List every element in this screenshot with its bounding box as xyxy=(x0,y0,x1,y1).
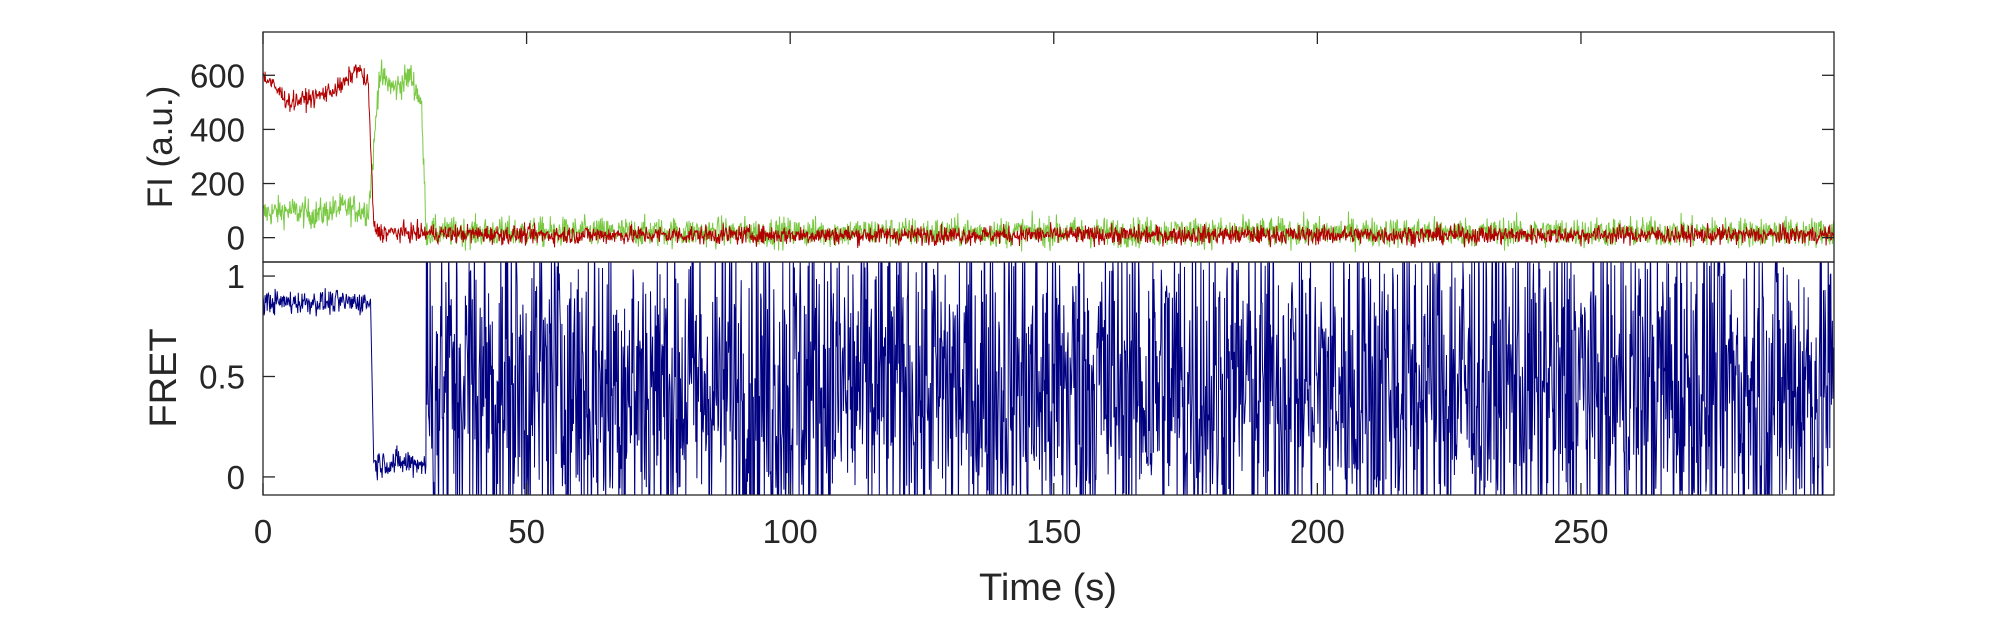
time-x-tick-label: 200 xyxy=(1290,513,1345,550)
fret-y-tick-label: 0.5 xyxy=(199,358,245,395)
time-x-tick-label: 250 xyxy=(1553,513,1608,550)
time-x-tick-label: 100 xyxy=(763,513,818,550)
fluorescence-y-tick-label: 600 xyxy=(190,57,245,94)
fret-panel: 00.51 0 50 100 150 200 250 FRET Time (s) xyxy=(143,32,1835,609)
fret-series-line xyxy=(263,262,1834,495)
fret-y-axis-label: FRET xyxy=(143,328,185,427)
fluorescence-y-tick-label: 0 xyxy=(227,220,245,257)
fluorescence-panel: 0 200 400 600 FI (a.u.) xyxy=(141,31,1835,263)
time-x-tick-label: 50 xyxy=(508,513,545,550)
fret-y-ticks: 00.51 xyxy=(199,258,275,496)
fluorescence-y-ticks: 0 200 400 600 xyxy=(190,57,1834,257)
time-x-ticks: 0 50 100 150 200 250 xyxy=(254,32,1608,550)
fluorescence-y-tick-label: 400 xyxy=(190,111,245,148)
fluorescence-series-acceptor-line xyxy=(263,64,1834,248)
fret-y-tick-label: 1 xyxy=(227,258,245,295)
fluorescence-y-tick-label: 200 xyxy=(190,166,245,203)
fluorescence-traces xyxy=(263,59,1834,253)
fret-y-tick-label: 0 xyxy=(227,459,245,496)
time-x-tick-label: 150 xyxy=(1026,513,1081,550)
time-x-axis-label: Time (s) xyxy=(979,567,1117,609)
fluorescence-y-axis-label: FI (a.u.) xyxy=(141,86,180,209)
fret-traces xyxy=(263,262,1834,495)
fret-axes-box xyxy=(262,261,1835,496)
time-x-tick-label: 0 xyxy=(254,513,272,550)
